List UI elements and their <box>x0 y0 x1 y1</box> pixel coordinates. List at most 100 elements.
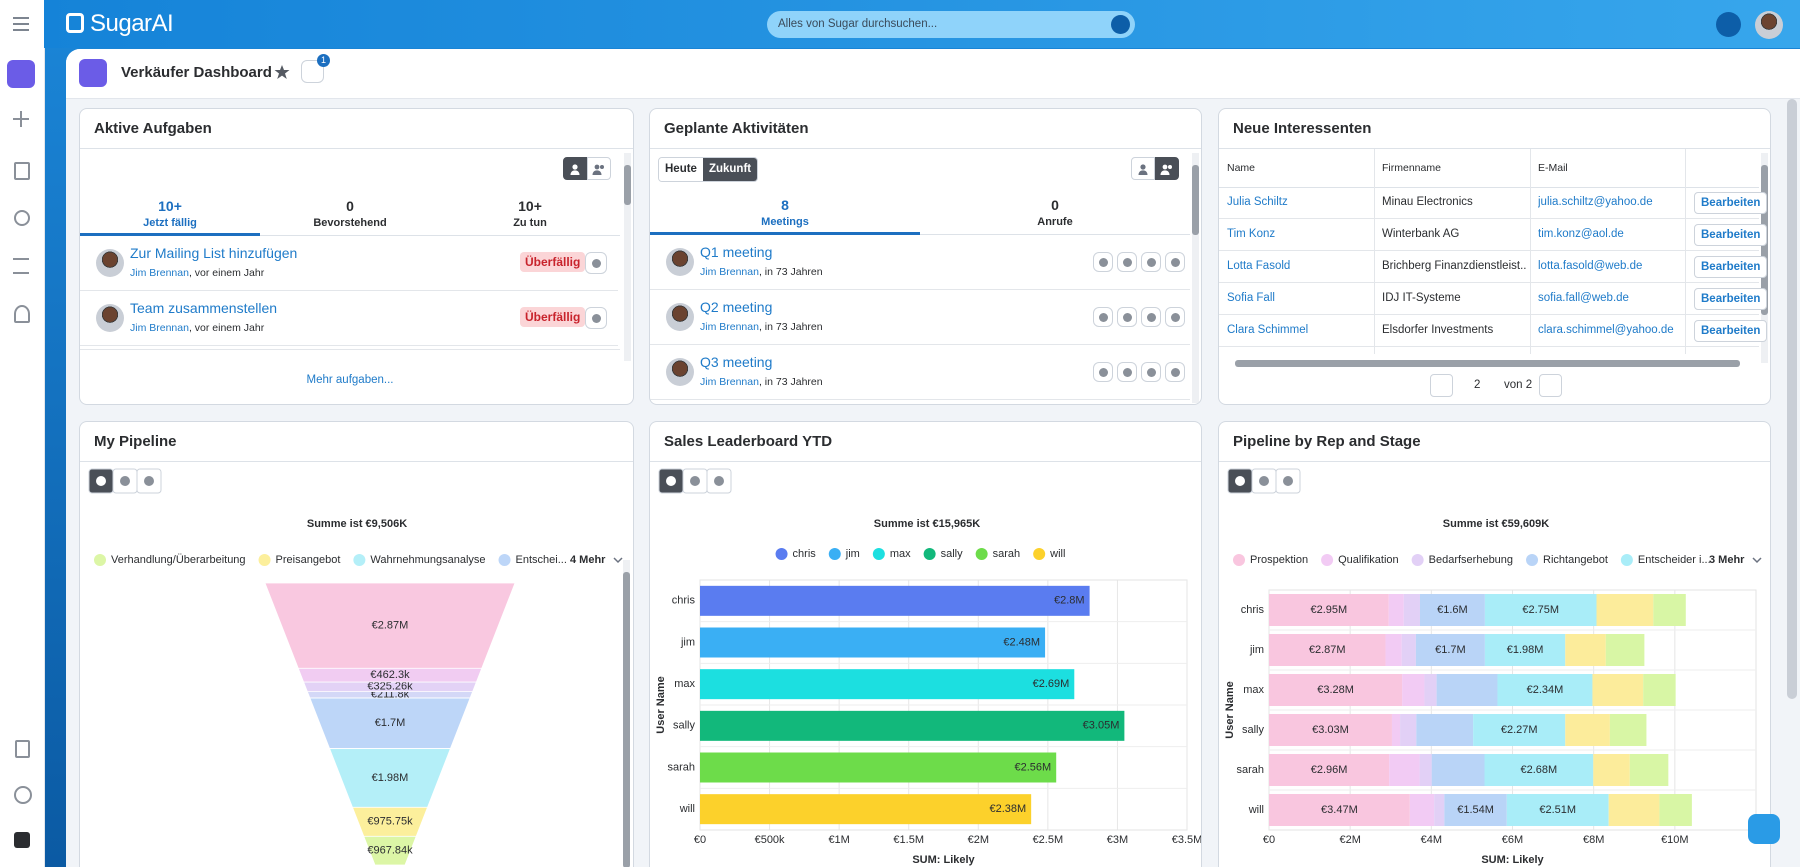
table-cell[interactable]: lotta.fasold@web.de <box>1538 260 1643 272</box>
table-cell[interactable]: tim.konz@aol.de <box>1538 228 1624 240</box>
bar <box>1391 714 1401 746</box>
sugar-icon[interactable] <box>14 832 30 848</box>
user-avatar[interactable] <box>1755 11 1783 39</box>
table-cell[interactable]: Tim Konz <box>1227 228 1276 240</box>
item-user[interactable]: Jim Brennan <box>130 267 189 279</box>
dashlet-title: Sales Leaderboard YTD <box>650 422 1201 462</box>
horizontal-scrollbar[interactable] <box>1235 360 1740 367</box>
accounts-icon[interactable] <box>14 162 30 180</box>
item-user[interactable]: Jim Brennan <box>700 321 759 333</box>
tab-label: Jetzt fällig <box>143 217 197 229</box>
edit-button[interactable]: Bearbeiten <box>1694 256 1768 278</box>
action-button[interactable] <box>1117 362 1137 382</box>
action-button[interactable] <box>1165 307 1185 327</box>
help-icon[interactable] <box>14 786 32 804</box>
action-button[interactable] <box>1165 252 1185 272</box>
legend-more[interactable]: 4 Mehr <box>570 554 606 566</box>
x-tick-label: €1M <box>828 834 849 846</box>
dashlet-title: Pipeline by Rep and Stage <box>1219 422 1770 462</box>
table-cell[interactable]: Lotta Fasold <box>1227 260 1291 272</box>
activity-name[interactable]: Q3 meeting <box>700 354 773 370</box>
action-button[interactable] <box>1165 362 1185 382</box>
opps-icon[interactable] <box>14 305 30 323</box>
table-cell[interactable]: Clara Schimmel <box>1227 324 1309 336</box>
team-activities-toggle[interactable] <box>1155 157 1179 180</box>
top-bar: SugarAI Alles von Sugar durchsuchen... <box>44 0 1800 48</box>
menu-icon[interactable] <box>13 17 29 31</box>
edit-button[interactable]: Bearbeiten <box>1694 224 1768 246</box>
item-user[interactable]: Jim Brennan <box>700 266 759 278</box>
action-button[interactable] <box>1093 252 1113 272</box>
table-row <box>1219 315 1759 347</box>
notifications[interactable] <box>1716 12 1741 37</box>
scroll-thumb[interactable] <box>1192 165 1199 235</box>
search-placeholder: Alles von Sugar durchsuchen... <box>778 18 938 30</box>
scroll-thumb[interactable] <box>623 572 630 867</box>
action-button[interactable] <box>1141 362 1161 382</box>
table-cell[interactable]: sofia.fall@web.de <box>1538 292 1629 304</box>
item-user[interactable]: Jim Brennan <box>130 322 189 334</box>
floating-menu-button[interactable] <box>1748 814 1780 844</box>
task-row: Team zusammenstellen Jim Brennan, vor ein… <box>80 291 618 346</box>
action-button[interactable] <box>1141 307 1161 327</box>
action-button[interactable] <box>1141 252 1161 272</box>
action-button[interactable] <box>1117 307 1137 327</box>
action-button[interactable] <box>1093 362 1113 382</box>
more-tasks-link[interactable]: Mehr aufgaben... <box>306 374 394 386</box>
edit-button[interactable]: Bearbeiten <box>1694 288 1768 310</box>
edit-button[interactable]: Bearbeiten <box>1694 320 1768 342</box>
item-user[interactable]: Jim Brennan <box>700 376 759 388</box>
action-button[interactable] <box>1093 307 1113 327</box>
rep-stage-dashlet: Pipeline by Rep and Stage Summe ist €59,… <box>1218 421 1771 867</box>
filter-future[interactable]: Zukunft <box>702 158 758 181</box>
dashboard-title: Verkäufer Dashboard <box>121 64 272 81</box>
table-cell[interactable]: Sofia Fall <box>1227 292 1275 304</box>
column-header[interactable]: Firmenname <box>1382 162 1441 174</box>
column-header[interactable]: E-Mail <box>1538 162 1568 174</box>
table-cell[interactable]: Julia Schiltz <box>1227 196 1288 208</box>
task-name[interactable]: Zur Mailing List hinzufügen <box>130 245 298 261</box>
tab[interactable]: 10+ Zu tun <box>440 191 620 236</box>
activity-row: Q2 meeting Jim Brennan, in 73 Jahren <box>650 290 1190 345</box>
tab[interactable]: 0 Bevorstehend <box>260 191 440 236</box>
leads-icon[interactable] <box>13 258 29 274</box>
bar <box>700 752 1057 783</box>
page-scrollbar[interactable] <box>1787 99 1797 699</box>
table-cell[interactable]: clara.schimmel@yahoo.de <box>1538 324 1674 336</box>
activity-name[interactable]: Q2 meeting <box>700 299 773 315</box>
chart-tool-icon <box>666 476 676 486</box>
close-button[interactable] <box>585 252 607 274</box>
column-header[interactable]: Name <box>1227 162 1256 174</box>
contacts-icon[interactable] <box>14 210 30 226</box>
action-button[interactable] <box>1117 252 1137 272</box>
item-time: , vor einem Jahr <box>188 322 265 334</box>
prev-page[interactable] <box>1430 374 1453 397</box>
logo-text[interactable]: SugarAI <box>90 10 174 37</box>
tab[interactable]: 10+ Jetzt fällig <box>80 191 260 236</box>
favorite-star[interactable] <box>274 64 290 80</box>
filter-today[interactable]: Heute <box>659 158 703 181</box>
table-cell[interactable]: julia.schiltz@yahoo.de <box>1538 196 1653 208</box>
scroll-thumb[interactable] <box>624 165 631 205</box>
close-button[interactable] <box>585 307 607 329</box>
next-page[interactable] <box>1539 374 1562 397</box>
x-tick-label: €2M <box>1339 834 1360 846</box>
tab[interactable]: 0 Anrufe <box>920 190 1190 235</box>
home-nav[interactable] <box>7 60 35 88</box>
filter-button[interactable] <box>301 60 324 83</box>
team-tasks-toggle[interactable] <box>587 157 611 180</box>
docs-icon[interactable] <box>15 740 30 758</box>
legend-swatch <box>1526 554 1539 566</box>
add-icon[interactable] <box>13 111 29 127</box>
legend-more[interactable]: 3 Mehr <box>1709 554 1745 566</box>
activity-name[interactable]: Q1 meeting <box>700 244 773 260</box>
edit-button[interactable]: Bearbeiten <box>1694 192 1768 214</box>
legend-label: jim <box>845 548 860 560</box>
funnel-value-label: €462.3k <box>370 669 410 681</box>
task-name[interactable]: Team zusammenstellen <box>130 300 278 316</box>
search-bar[interactable]: Alles von Sugar durchsuchen... <box>767 11 1135 38</box>
my-activities-toggle[interactable] <box>1131 157 1155 180</box>
tab[interactable]: 8 Meetings <box>650 190 920 235</box>
search-button[interactable] <box>1111 15 1130 34</box>
my-tasks-toggle[interactable] <box>563 157 587 180</box>
